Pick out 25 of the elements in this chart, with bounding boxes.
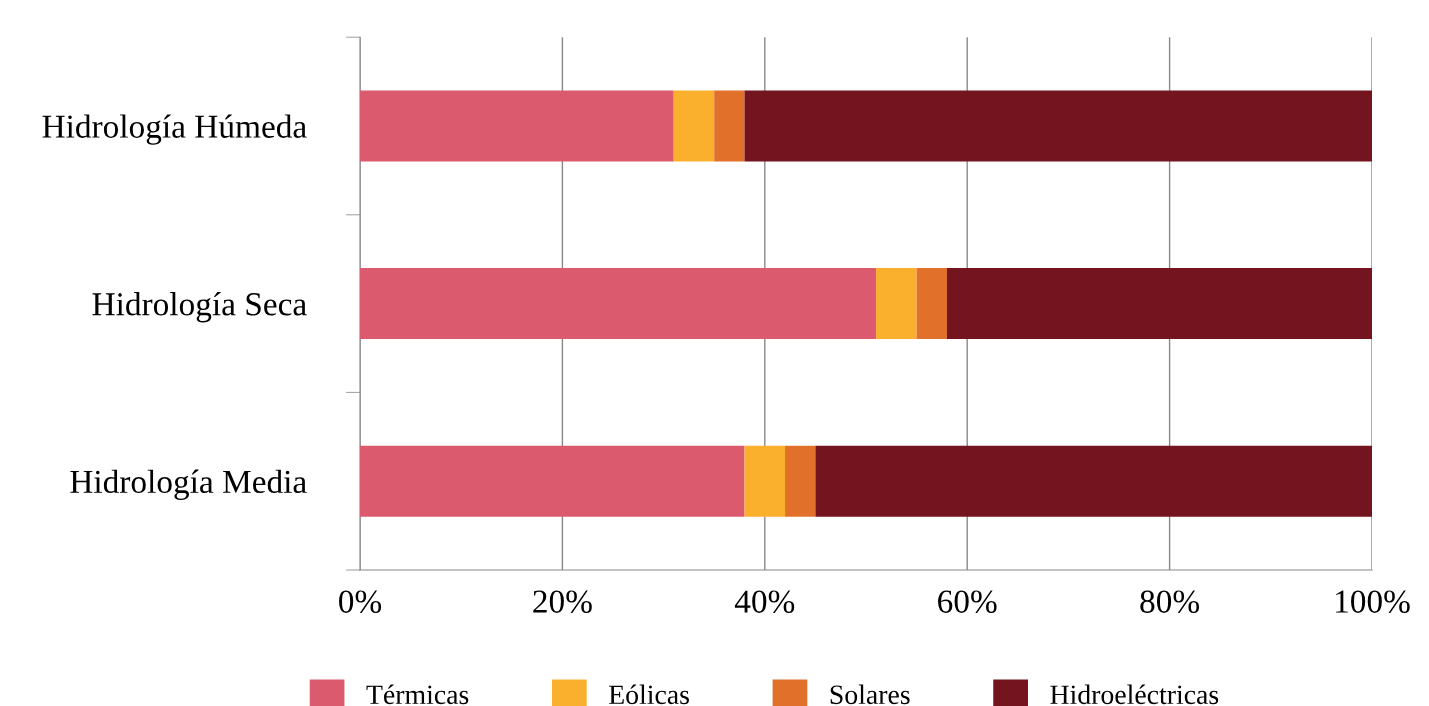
bar bbox=[673, 90, 715, 162]
legend-label: Solares bbox=[830, 684, 910, 705]
y-tick-label: Hidrología Media bbox=[70, 469, 307, 500]
legend-label: Hidroeléctricas bbox=[1050, 684, 1219, 705]
x-tick-label: 20% bbox=[533, 590, 592, 614]
bar bbox=[744, 445, 786, 517]
bar bbox=[360, 268, 877, 340]
x-tick-label: 80% bbox=[1140, 590, 1200, 614]
bar bbox=[360, 445, 745, 517]
bar bbox=[744, 90, 1372, 162]
bar bbox=[876, 268, 917, 340]
x-tick-label: 40% bbox=[734, 590, 795, 614]
bar bbox=[360, 90, 674, 162]
x-tick-label: 100% bbox=[1336, 590, 1410, 614]
bar bbox=[785, 445, 816, 517]
bar bbox=[916, 268, 947, 340]
bar bbox=[815, 445, 1372, 517]
legend-label: Térmicas bbox=[366, 684, 469, 705]
legend-label: Eólicas bbox=[609, 684, 689, 705]
y-tick-label: Hidrología Seca bbox=[92, 292, 307, 323]
bar bbox=[714, 90, 745, 162]
bar bbox=[946, 268, 1372, 340]
x-tick-label: 0% bbox=[339, 590, 382, 614]
y-tick-label: Hidrología Húmeda bbox=[42, 114, 307, 145]
x-tick-label: 60% bbox=[938, 590, 997, 614]
